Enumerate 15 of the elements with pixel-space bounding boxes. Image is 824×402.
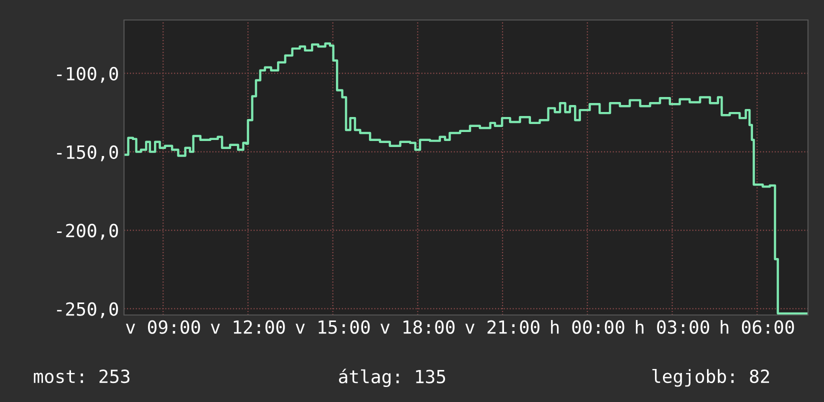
text: legjobb: 82: [652, 369, 769, 387]
y-tick-label: -200,0: [57, 224, 118, 240]
x-tick-label: v 12:00: [210, 320, 285, 334]
x-tick-label: v 18:00: [380, 320, 455, 334]
x-tick-label: v 15:00: [296, 320, 370, 334]
y-tick-label: -100,0: [57, 66, 118, 83]
y-tick-label: -250,0: [57, 302, 118, 318]
text: most: 253: [34, 370, 130, 384]
y-tick-label: -150,0: [57, 145, 118, 162]
x-tick-label: h 03:00: [636, 320, 710, 334]
x-tick-label: h 00:00: [551, 320, 624, 334]
x-tick-label: h 06:00: [720, 320, 794, 334]
text: átlag: 135: [339, 368, 446, 388]
x-tick-label: v 21:00: [465, 320, 540, 334]
x-tick-label: v 09:00: [126, 320, 200, 334]
